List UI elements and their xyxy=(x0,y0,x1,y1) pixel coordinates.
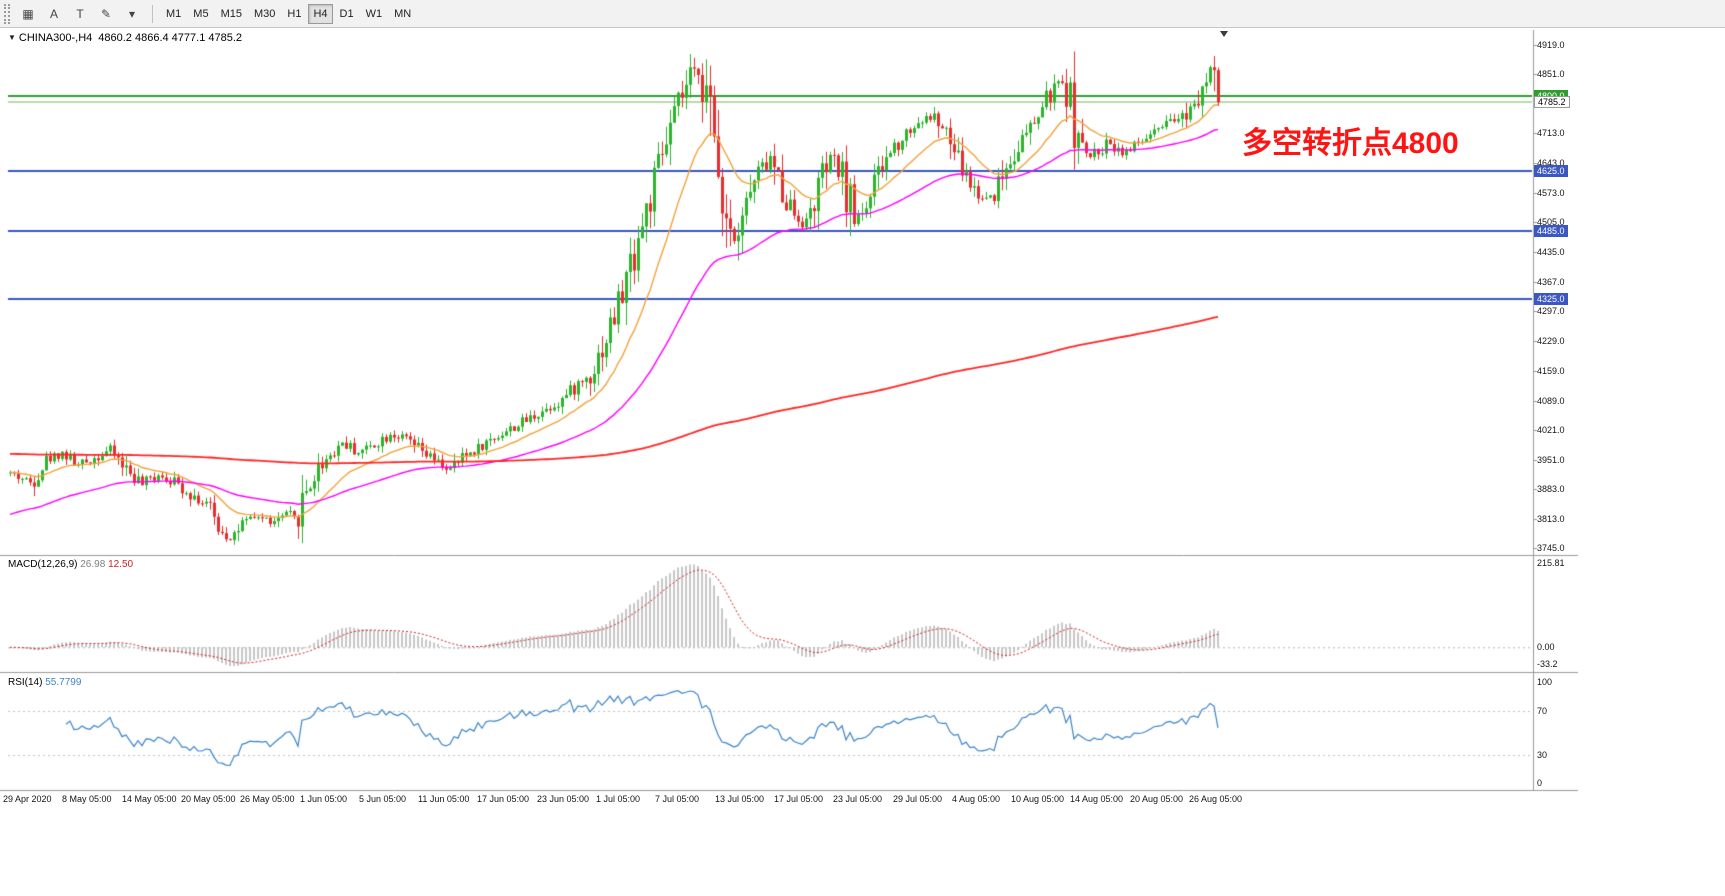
hline-price-badge: 4485.0 xyxy=(1534,225,1568,237)
time-axis-label: 8 May 05:00 xyxy=(62,794,112,804)
symbol-period-text: CHINA300-,H4 xyxy=(18,32,93,44)
time-axis-label: 20 Aug 05:00 xyxy=(1130,794,1184,804)
macd-main-value: 26.98 xyxy=(80,559,106,570)
price-axis-label: 4159.0 xyxy=(1537,366,1565,376)
cursor-tool-icon[interactable]: A xyxy=(49,6,58,21)
price-axis-label: 4573.0 xyxy=(1537,188,1565,198)
timeframe-m30-button[interactable]: M30 xyxy=(253,7,276,20)
price-axis-label: 3813.0 xyxy=(1537,514,1565,524)
time-axis-label: 23 Jul 05:00 xyxy=(833,794,883,804)
price-axis-label: 4505.0 xyxy=(1537,217,1565,227)
text-tool-icon[interactable]: T xyxy=(76,6,84,21)
timeframe-d1-button[interactable]: D1 xyxy=(339,7,354,20)
rsi-axis-100-label: 100 xyxy=(1537,677,1553,687)
timeframe-mn-button[interactable]: MN xyxy=(394,7,412,20)
rsi-name-text: RSI(14) xyxy=(8,677,43,688)
price-axis-label: 4229.0 xyxy=(1537,336,1565,346)
timeframe-w1-button[interactable]: W1 xyxy=(365,7,383,20)
time-axis-label: 5 Jun 05:00 xyxy=(359,794,407,804)
ohlc-values-text: 4860.2 4866.4 4777.1 4785.2 xyxy=(98,32,243,44)
macd-axis-min-label: -33.2 xyxy=(1537,659,1558,669)
time-axis-label: 17 Jul 05:00 xyxy=(774,794,824,804)
macd-indicator-label: MACD(12,26,9) 26.98 12.50 xyxy=(8,559,133,570)
time-axis-label: 26 May 05:00 xyxy=(240,794,295,804)
timeframe-h4-button[interactable]: H4 xyxy=(308,3,333,24)
price-axis-label: 3951.0 xyxy=(1537,455,1565,465)
macd-name-text: MACD(12,26,9) xyxy=(8,559,78,570)
time-axis-label: 29 Apr 2020 xyxy=(3,794,52,804)
price-axis-label: 4713.0 xyxy=(1537,128,1565,138)
time-axis-label: 7 Jul 05:00 xyxy=(655,794,700,804)
ohlc-collapse-icon[interactable]: ▼ xyxy=(8,33,16,42)
timeframe-m5-button[interactable]: M5 xyxy=(193,7,209,20)
toolbar: ▦ A T ✎ ▾ M1 M5 M15 M30 H1 H4 D1 W1 MN xyxy=(0,0,1725,28)
chart-annotation-text[interactable]: 多空转折点4800 xyxy=(1242,127,1459,160)
time-axis-label: 26 Aug 05:00 xyxy=(1189,794,1243,804)
chart-symbol-label: ▼ CHINA300-,H4 4860.2 4866.4 4777.1 4785.2 xyxy=(8,32,242,44)
price-axis-label: 4643.0 xyxy=(1537,158,1565,168)
time-axis-label: 20 May 05:00 xyxy=(181,794,236,804)
time-axis-label: 14 May 05:00 xyxy=(122,794,177,804)
time-axis-label: 23 Jun 05:00 xyxy=(537,794,590,804)
price-axis-label: 4089.0 xyxy=(1537,396,1565,406)
time-axis-label: 13 Jul 05:00 xyxy=(715,794,765,804)
time-axis-label: 17 Jun 05:00 xyxy=(477,794,530,804)
rsi-axis-70-label: 70 xyxy=(1537,706,1548,716)
macd-signal-value: 12.50 xyxy=(108,559,134,570)
timeframe-m15-button[interactable]: M15 xyxy=(220,7,242,20)
timeframe-m1-button[interactable]: M1 xyxy=(166,7,182,20)
chart-tools-group: ▦ A T ✎ ▾ xyxy=(15,4,145,24)
price-axis-label: 4367.0 xyxy=(1537,277,1565,287)
price-axis-label: 3883.0 xyxy=(1537,484,1565,494)
time-axis-label: 10 Aug 05:00 xyxy=(1011,794,1065,804)
chart-grid-icon[interactable]: ▦ xyxy=(22,6,34,21)
timeframe-toolbar: M1 M5 M15 M30 H1 H4 D1 W1 MN xyxy=(160,3,417,24)
time-axis-label: 14 Aug 05:00 xyxy=(1070,794,1124,804)
toolbar-drag-handle[interactable] xyxy=(4,3,10,24)
rsi-indicator-label: RSI(14) 55.7799 xyxy=(8,677,81,688)
toolbar-separator xyxy=(152,4,153,23)
current-price-badge: 4785.2 xyxy=(1534,96,1570,108)
price-axis-label: 4919.0 xyxy=(1537,40,1565,50)
timeframe-h1-button[interactable]: H1 xyxy=(287,7,302,20)
time-axis-label: 1 Jun 05:00 xyxy=(300,794,348,804)
rsi-value: 55.7799 xyxy=(45,677,82,688)
dropdown-arrow-icon[interactable]: ▾ xyxy=(128,6,136,21)
time-axis-label: 4 Aug 05:00 xyxy=(952,794,1001,804)
rsi-axis-0-label: 0 xyxy=(1537,778,1543,788)
rsi-axis-30-label: 30 xyxy=(1537,750,1548,760)
draw-color-tool-icon[interactable]: ✎ xyxy=(100,6,112,21)
price-axis-label: 3745.0 xyxy=(1537,543,1565,553)
chart-shift-marker-icon[interactable] xyxy=(1220,31,1228,37)
macd-axis-zero-label: 0.00 xyxy=(1537,642,1555,652)
hline-price-badge: 4325.0 xyxy=(1534,293,1568,305)
time-axis-label: 29 Jul 05:00 xyxy=(893,794,943,804)
price-axis-label: 4435.0 xyxy=(1537,247,1565,257)
price-axis-label: 4851.0 xyxy=(1537,69,1565,79)
price-axis-label: 4021.0 xyxy=(1537,425,1565,435)
price-axis-label: 4297.0 xyxy=(1537,306,1565,316)
macd-axis-max-label: 215.81 xyxy=(1537,558,1565,568)
time-axis-label: 1 Jul 05:00 xyxy=(596,794,641,804)
hline-price-badge: 4625.0 xyxy=(1534,165,1568,177)
time-axis-label: 11 Jun 05:00 xyxy=(418,794,470,804)
